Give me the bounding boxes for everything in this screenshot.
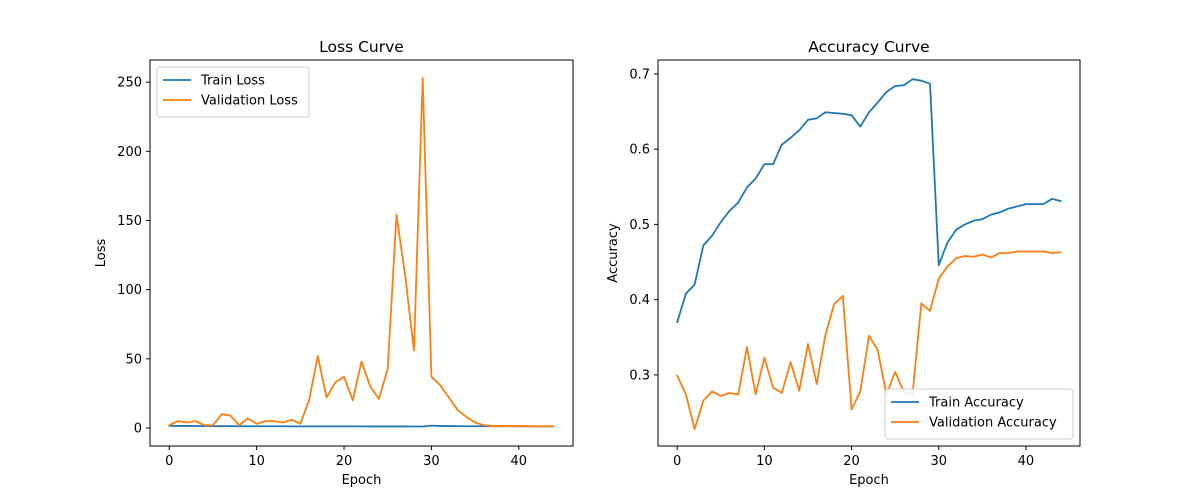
loss-chart-title: Loss Curve	[319, 38, 404, 56]
loss-xtick-label: 20	[336, 454, 353, 469]
loss-chart-ticks: 0 10 20 30 40 0 50 100 150 200 250	[117, 76, 527, 469]
accuracy-xtick-label: 10	[756, 454, 773, 469]
loss-chart-series	[168, 77, 555, 428]
loss-chart-xlabel: Epoch	[342, 473, 382, 488]
accuracy-ytick-label: 0.5	[629, 218, 650, 233]
accuracy-chart-title: Accuracy Curve	[808, 38, 929, 56]
accuracy-chart-series	[676, 78, 1062, 430]
accuracy-chart-ticks: 0 10 20 30 40 0.3 0.4 0.5 0.6 0.7	[629, 67, 1034, 469]
loss-chart-legend: Train Loss Validation Loss	[156, 66, 310, 118]
loss-legend-label-validation: Validation Loss	[201, 94, 298, 109]
accuracy-xtick-label: 30	[930, 454, 947, 469]
loss-xtick-label: 10	[248, 454, 265, 469]
loss-chart: Loss Curve Epoch Loss 0 10 20 30 40 0 50 100 150…	[94, 38, 574, 488]
loss-ytick-label: 150	[117, 214, 142, 229]
accuracy-chart-legend: Train Accuracy Validation Accuracy	[884, 388, 1074, 440]
accuracy-series-line-validation	[676, 250, 1062, 430]
accuracy-legend-label-train: Train Accuracy	[928, 396, 1024, 411]
loss-chart-frame	[149, 59, 574, 447]
loss-xtick-label: 40	[511, 454, 528, 469]
loss-series-line-validation	[168, 77, 555, 428]
loss-ytick-label: 0	[134, 422, 142, 437]
accuracy-legend-label-validation: Validation Accuracy	[929, 416, 1057, 431]
accuracy-chart-ylabel: Accuracy	[606, 223, 621, 283]
accuracy-chart-frame	[657, 59, 1081, 447]
loss-chart-ylabel: Loss	[94, 239, 109, 268]
accuracy-series-line-train	[676, 78, 1062, 324]
loss-ytick-label: 200	[117, 145, 142, 160]
loss-xtick-label: 0	[165, 454, 173, 469]
loss-ytick-label: 250	[117, 76, 142, 91]
accuracy-xtick-label: 0	[673, 454, 681, 469]
loss-xtick-label: 30	[423, 454, 440, 469]
loss-legend-box	[156, 66, 310, 118]
accuracy-ytick-label: 0.6	[629, 143, 650, 158]
accuracy-chart-xlabel: Epoch	[849, 473, 889, 488]
accuracy-xtick-label: 40	[1018, 454, 1035, 469]
accuracy-legend-box	[884, 388, 1074, 440]
accuracy-xtick-label: 20	[843, 454, 860, 469]
accuracy-ytick-label: 0.3	[629, 368, 650, 383]
accuracy-ytick-label: 0.4	[629, 293, 650, 308]
accuracy-ytick-label: 0.7	[629, 67, 650, 82]
loss-ytick-label: 100	[117, 283, 142, 298]
loss-legend-label-train: Train Loss	[200, 74, 265, 89]
loss-ytick-label: 50	[125, 352, 142, 367]
accuracy-chart: Accuracy Curve Epoch Accuracy 0 10 20 30 400…	[606, 38, 1081, 488]
